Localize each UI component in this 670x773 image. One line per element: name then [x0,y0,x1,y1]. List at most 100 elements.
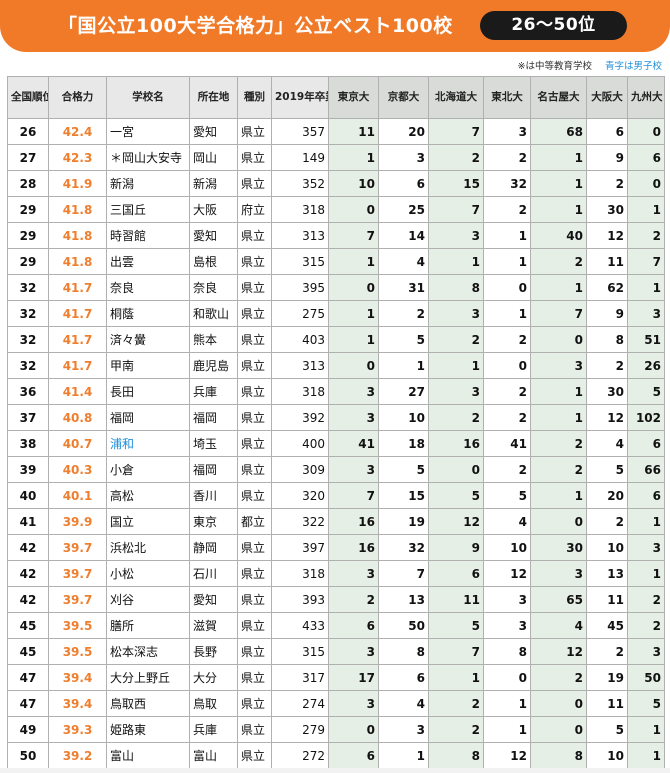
university-count-cell: 7 [378,560,429,587]
table-row: 49 39.3 姫路東 兵庫 県立 279 0 3 2 1 0 5 1 [7,716,665,743]
university-count-cell: 50 [627,664,665,691]
university-count-cell: 1 [328,144,379,171]
school-name-cell: 甲南 [106,352,190,379]
score-cell: 41.7 [48,274,107,301]
table-row: 27 42.3 ＊岡山大安寺 岡山 県立 149 1 3 2 2 1 9 6 [7,144,665,171]
university-count-cell: 9 [586,300,628,327]
prefecture-cell: 愛知 [189,118,238,145]
table-row: 29 41.8 出雲 島根 県立 315 1 4 1 1 2 11 7 [7,248,665,275]
graduates-cell: 275 [271,300,329,327]
graduates-cell: 309 [271,456,329,483]
university-count-cell: 13 [378,586,429,613]
university-count-cell: 3 [328,378,379,405]
school-name-cell: 刈谷 [106,586,190,613]
score-cell: 39.7 [48,560,107,587]
table-body: 26 42.4 一宮 愛知 県立 357 11 20 7 3 68 6 0 27 42.3 ＊岡山大安寺 岡山県… [7,118,665,769]
university-count-cell: 1 [627,508,665,535]
graduates-cell: 313 [271,222,329,249]
table-row: 42 39.7 小松 石川 県立 318 3 7 6 12 3 13 1 [7,560,665,587]
university-count-cell: 15 [428,170,484,197]
score-cell: 39.7 [48,534,107,561]
table-header-row: 全国順位 合格力 学校名 所在地 種別 2019年卒業生数 東京大 京都大 北海… [7,76,665,119]
university-count-cell: 9 [586,144,628,171]
table-row: 29 41.8 時習館 愛知 県立 313 7 14 3 1 40 12 2 [7,222,665,249]
university-count-cell: 0 [483,274,531,301]
type-cell: 府立 [237,196,272,223]
graduates-cell: 395 [271,274,329,301]
rank-cell: 29 [7,222,49,249]
prefecture-cell: 石川 [189,560,238,587]
university-count-cell: 5 [428,482,484,509]
university-count-cell: 30 [586,196,628,223]
university-count-cell: 10 [378,404,429,431]
graduates-cell: 317 [271,664,329,691]
prefecture-cell: 熊本 [189,326,238,353]
type-cell: 県立 [237,274,272,301]
university-count-cell: 0 [328,716,379,743]
type-cell: 都立 [237,508,272,535]
university-count-cell: 40 [530,222,587,249]
university-count-cell: 3 [483,612,531,639]
header-university: 九州大 [627,76,665,119]
university-count-cell: 0 [627,170,665,197]
university-count-cell: 3 [428,300,484,327]
score-cell: 40.1 [48,482,107,509]
rank-cell: 42 [7,560,49,587]
university-count-cell: 32 [483,170,531,197]
type-cell: 県立 [237,144,272,171]
header-rank: 全国順位 [7,76,49,119]
university-count-cell: 10 [586,534,628,561]
university-count-cell: 50 [378,612,429,639]
score-cell: 42.3 [48,144,107,171]
graduates-cell: 318 [271,378,329,405]
university-count-cell: 2 [428,326,484,353]
university-count-cell: 6 [428,560,484,587]
school-name-cell: 富山 [106,742,190,769]
prefecture-cell: 兵庫 [189,378,238,405]
university-count-cell: 2 [483,326,531,353]
university-count-cell: 1 [328,248,379,275]
university-count-cell: 6 [627,430,665,457]
table-row: 50 39.2 富山 富山 県立 272 6 1 8 12 8 10 1 [7,742,665,769]
university-count-cell: 7 [530,300,587,327]
prefecture-cell: 滋賀 [189,612,238,639]
prefecture-cell: 島根 [189,248,238,275]
university-count-cell: 2 [530,664,587,691]
university-count-cell: 32 [378,534,429,561]
header-university: 名古屋大 [530,76,587,119]
score-cell: 40.8 [48,404,107,431]
university-count-cell: 4 [530,612,587,639]
university-count-cell: 7 [627,248,665,275]
prefecture-cell: 愛知 [189,222,238,249]
type-cell: 県立 [237,170,272,197]
bottom-edge [0,768,670,773]
rank-cell: 38 [7,430,49,457]
university-count-cell: 2 [586,352,628,379]
table-row: 29 41.8 三国丘 大阪 府立 318 0 25 7 2 1 30 1 [7,196,665,223]
university-count-cell: 30 [586,378,628,405]
graduates-cell: 400 [271,430,329,457]
university-count-cell: 1 [627,274,665,301]
table-row: 32 41.7 甲南 鹿児島 県立 313 0 1 1 0 3 2 26 [7,352,665,379]
university-count-cell: 3 [530,560,587,587]
header-university: 京都大 [378,76,429,119]
prefecture-cell: 福岡 [189,456,238,483]
university-count-cell: 18 [378,430,429,457]
university-count-cell: 1 [530,482,587,509]
university-count-cell: 30 [530,534,587,561]
university-count-cell: 62 [586,274,628,301]
university-count-cell: 6 [378,170,429,197]
university-count-cell: 2 [530,456,587,483]
score-cell: 39.5 [48,638,107,665]
university-count-cell: 3 [627,638,665,665]
university-count-cell: 11 [328,118,379,145]
university-count-cell: 0 [530,508,587,535]
school-name-cell: 姫路東 [106,716,190,743]
university-count-cell: 3 [378,144,429,171]
university-count-cell: 1 [530,196,587,223]
score-cell: 40.7 [48,430,107,457]
university-count-cell: 3 [328,560,379,587]
university-count-cell: 7 [428,196,484,223]
table-row: 39 40.3 小倉 福岡 県立 309 3 5 0 2 2 5 66 [7,456,665,483]
header-grads: 2019年卒業生数 [271,76,329,119]
